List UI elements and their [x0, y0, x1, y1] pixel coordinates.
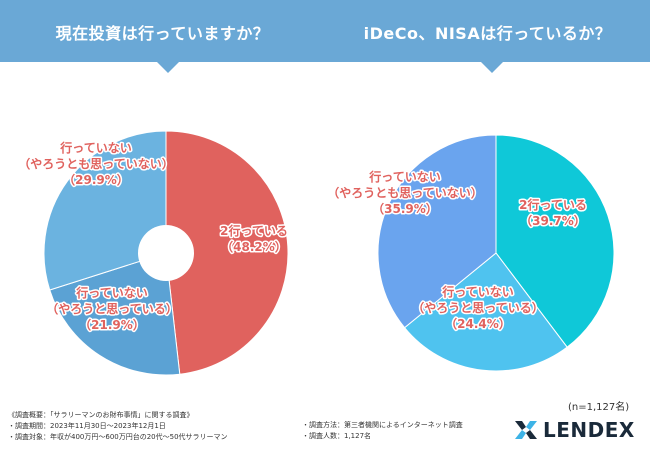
logo-text: LENDEX — [543, 418, 635, 442]
chart-title-right: iDeCo、NISAは行っているか？ — [363, 24, 612, 43]
pie-1-slice-0 — [495, 134, 615, 348]
note-line: ・調査人数：1,127名 — [302, 432, 372, 440]
survey-notes-right: ・調査方法：第三者機関によるインターネット調査 ・調査人数：1,127名 — [302, 420, 463, 442]
pie-0-slice-2 — [43, 130, 167, 291]
chart-title-left: 現在投資は行っていますか？ — [55, 24, 270, 43]
pie-1-slice-2-label: 行っていない（やろうとも思っていない）（35.9%） — [327, 169, 482, 216]
pie-1-slice-1 — [403, 252, 568, 372]
note-line: ・調査方法：第三者機関によるインターネット調査 — [302, 421, 463, 429]
pie-0-slice-1-label: 行っていない（やろうと思っている）（21.9%） — [46, 285, 177, 332]
pie-0-slice-2-label: 行っていない（やろうとも思っていない）（29.9%） — [18, 140, 173, 187]
pie-0-slice-0-label: 2行っている（48.2%） — [220, 223, 288, 254]
lendex-mark-icon — [515, 421, 537, 439]
note-line: ・調査対象：年収が400万円〜600万円台の20代〜50代サラリーマン — [8, 433, 228, 441]
note-line: 《調査概要：「サラリーマンのお財布事情」に関する調査》 — [8, 411, 194, 419]
survey-notes-left: 《調査概要：「サラリーマンのお財布事情」に関する調査》 ・調査期間：2023年1… — [8, 410, 228, 443]
title-banner-left: 現在投資は行っていますか？ — [0, 0, 325, 62]
sample-size: (n=1,127名) — [568, 402, 630, 413]
pie-0-slice-0 — [165, 130, 289, 375]
pie-0-donut-hole — [138, 225, 194, 281]
pie-1-slice-2 — [377, 134, 497, 329]
pie-1-slice-1-label: 行っていない（やろうと思っている）（24.4%） — [412, 284, 543, 331]
banner-notch-right — [481, 62, 503, 73]
pie-1-slice-0-label: 2行っている（39.7%） — [519, 197, 587, 228]
pie-0-slice-1 — [49, 252, 181, 376]
banner-notch-left — [157, 62, 179, 73]
note-line: ・調査期間：2023年11月30日〜2023年12月1日 — [8, 422, 166, 430]
title-banner-right: iDeCo、NISAは行っているか？ — [325, 0, 650, 62]
lendex-logo: LENDEX — [513, 418, 635, 442]
